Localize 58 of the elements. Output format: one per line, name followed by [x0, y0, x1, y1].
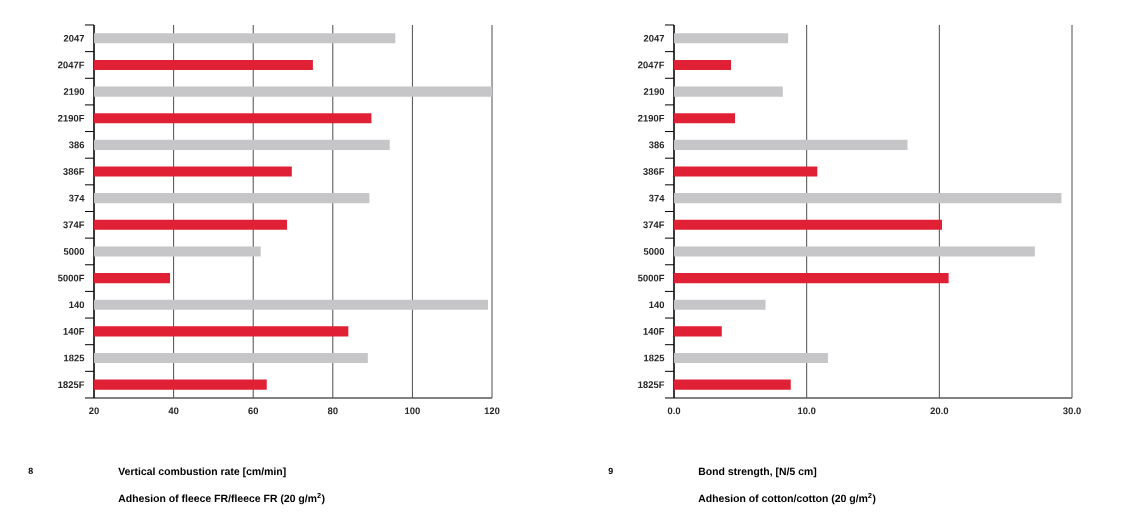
y-tick-label: 5000	[63, 248, 85, 255]
text: Adhesion of fleece FR/fleece FR (20 g/m$^{2}$)	[118, 492, 325, 505]
bar	[674, 33, 789, 44]
x-tick-label: 10.0	[798, 407, 816, 415]
y-tick-label: 2047F	[637, 61, 665, 69]
y-tick-label: 140	[69, 301, 85, 309]
x-tick-label: 40	[168, 407, 179, 415]
y-tick-label: 2047	[63, 34, 85, 42]
x-tick-label: 30.0	[1063, 407, 1081, 415]
bar	[674, 299, 766, 310]
bar	[674, 246, 1035, 257]
y-tick-label: 140	[649, 301, 665, 309]
x-tick-label: 0.0	[667, 407, 681, 415]
bar	[674, 273, 949, 284]
bar	[674, 193, 1062, 204]
y-tick-label: 2190F	[637, 114, 665, 122]
y-tick-label: 2190	[63, 88, 85, 95]
y-tick-label: 2190F	[57, 114, 85, 122]
y-tick-label: 5000	[643, 248, 665, 255]
bar	[674, 219, 942, 230]
bar	[674, 86, 783, 97]
y-tick-label: 140F	[643, 328, 665, 335]
y-tick-label: 5000F	[637, 274, 665, 282]
text: Bond strength, [N/5 cm]	[698, 467, 817, 478]
x-tick-label: 20.0	[930, 407, 949, 415]
y-tick-label: 374	[68, 194, 85, 202]
text: 9	[608, 467, 613, 475]
x-tick-label: 100	[405, 407, 420, 415]
x-tick-label: 80	[327, 407, 338, 415]
text: Adhesion of cotton/cotton (20 g/m$^{2}$)	[698, 492, 876, 505]
x-tick-label: 20	[89, 407, 99, 415]
bar	[674, 352, 828, 364]
y-tick-label: 386F	[63, 168, 85, 175]
y-tick-label: 386	[68, 141, 85, 149]
y-tick-label: 374	[648, 194, 665, 202]
text: Vertical combustion rate [cm/min]	[118, 467, 286, 478]
text: 8	[28, 467, 33, 475]
y-tick-label: 374F	[63, 221, 85, 229]
bar	[674, 326, 722, 337]
x-tick-label: 120	[484, 407, 500, 415]
y-tick-label: 374F	[643, 221, 665, 229]
y-tick-label: 1825F	[58, 381, 85, 389]
y-tick-label: 386	[648, 141, 665, 149]
y-tick-label: 386F	[643, 168, 665, 175]
y-tick-label: 2047	[643, 34, 665, 42]
bar	[674, 113, 736, 124]
x-tick-label: 60	[248, 407, 259, 415]
bar	[674, 166, 818, 177]
bar	[674, 59, 732, 71]
y-tick-label: 1825	[644, 354, 665, 362]
y-tick-label: 140F	[63, 328, 85, 335]
y-tick-label: 1825	[64, 354, 85, 362]
y-tick-label: 2047F	[57, 61, 85, 69]
bar	[674, 379, 791, 390]
bar	[674, 139, 908, 150]
y-tick-label: 5000F	[57, 274, 85, 282]
y-tick-label: 2190	[643, 88, 665, 95]
y-tick-label: 1825F	[638, 381, 665, 389]
